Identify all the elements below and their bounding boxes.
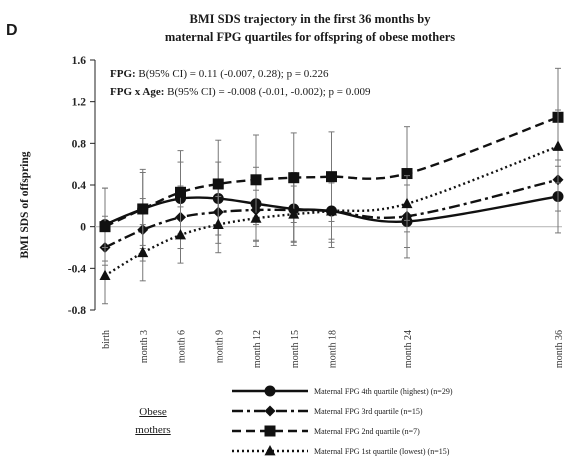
legend-entry: Maternal FPG 2nd quartile (n=7) [230,424,420,438]
legend-group-label: Obese mothers [118,403,188,439]
fpg-age-statistic: FPG x Age: B(95% CI) = -0.008 (-0.01, -0… [110,86,371,98]
y-tick-label: 1.2 [72,97,87,109]
data-point-triangle [212,218,224,229]
legend-marker [264,444,276,456]
legend-entry: Maternal FPG 3rd quartile (n=15) [230,404,423,418]
legend-label: Maternal FPG 3rd quartile (n=15) [314,406,423,416]
legend-group-line-1: Obese [139,406,167,418]
series-4 [99,109,564,305]
legend-swatch [232,425,308,437]
data-point-square [175,186,186,198]
x-tick-label: month 24 [403,330,414,368]
legend-swatch [232,405,308,417]
fpg-statistic-text: B(95% CI) = 0.11 (-0.007, 0.28); p = 0.2… [138,68,329,80]
y-tick-label: 0.4 [72,180,87,192]
data-point-square [401,168,413,180]
legend-marker [264,405,276,417]
y-tick-label: -0.4 [68,263,86,275]
x-tick-label: birth [101,330,112,349]
fpg-age-statistic-label: FPG x Age: [110,86,165,98]
x-tick-label: month 12 [252,330,263,368]
chart-title-line-1: BMI SDS trajectory in the first 36 month… [189,12,431,26]
legend-marker [264,425,276,437]
legend-group-line-2: mothers [135,424,171,436]
data-point-triangle [326,204,337,216]
legend-marker [264,385,276,397]
legend-entry: Maternal FPG 4th quartile (highest) (n=2… [230,384,452,398]
fpg-statistic: FPG: B(95% CI) = 0.11 (-0.007, 0.28); p … [110,68,329,80]
x-tick-label: month 9 [214,330,225,363]
x-tick-label: month 18 [328,330,339,368]
panel-letter: D [6,22,18,39]
data-point-triangle [99,269,111,281]
legend-label: Maternal FPG 4th quartile (highest) (n=2… [314,386,453,396]
data-point-triangle [552,140,564,151]
data-point-triangle [288,208,300,219]
data-point-triangle [137,246,149,258]
legend-swatch [232,385,308,397]
series-3 [99,67,564,266]
data-point-square [326,171,337,183]
data-point-square [212,178,224,190]
y-tick-label: -0.8 [68,305,86,317]
chart-title-line-2: maternal FPG quartiles for offspring of … [164,30,456,44]
data-point-triangle [401,197,413,209]
legend-label: Maternal FPG 2nd quartile (n=7) [314,426,420,436]
x-tick-label: month 15 [290,330,301,368]
data-point-square [99,221,111,233]
y-tick-label: 0.8 [72,138,87,150]
legend-entry: Maternal FPG 1st quartile (lowest) (n=15… [230,444,449,458]
x-tick-label: month 6 [177,330,188,363]
y-tick-label: 1.6 [72,55,87,67]
y-tick-label: 0 [80,222,86,234]
data-point-square [250,174,262,186]
x-tick-label: month 3 [139,330,150,363]
data-point-triangle [175,228,186,240]
data-point-square [288,172,300,184]
data-point-square [137,203,149,215]
legend-label: Maternal FPG 1st quartile (lowest) (n=15… [314,446,450,456]
fpg-age-statistic-text: B(95% CI) = -0.008 (-0.01, -0.002); p = … [167,86,371,98]
x-tick-label: month 36 [554,330,565,368]
fpg-statistic-label: FPG: [110,68,136,80]
data-point-triangle [250,212,262,223]
legend-swatch [232,444,308,456]
